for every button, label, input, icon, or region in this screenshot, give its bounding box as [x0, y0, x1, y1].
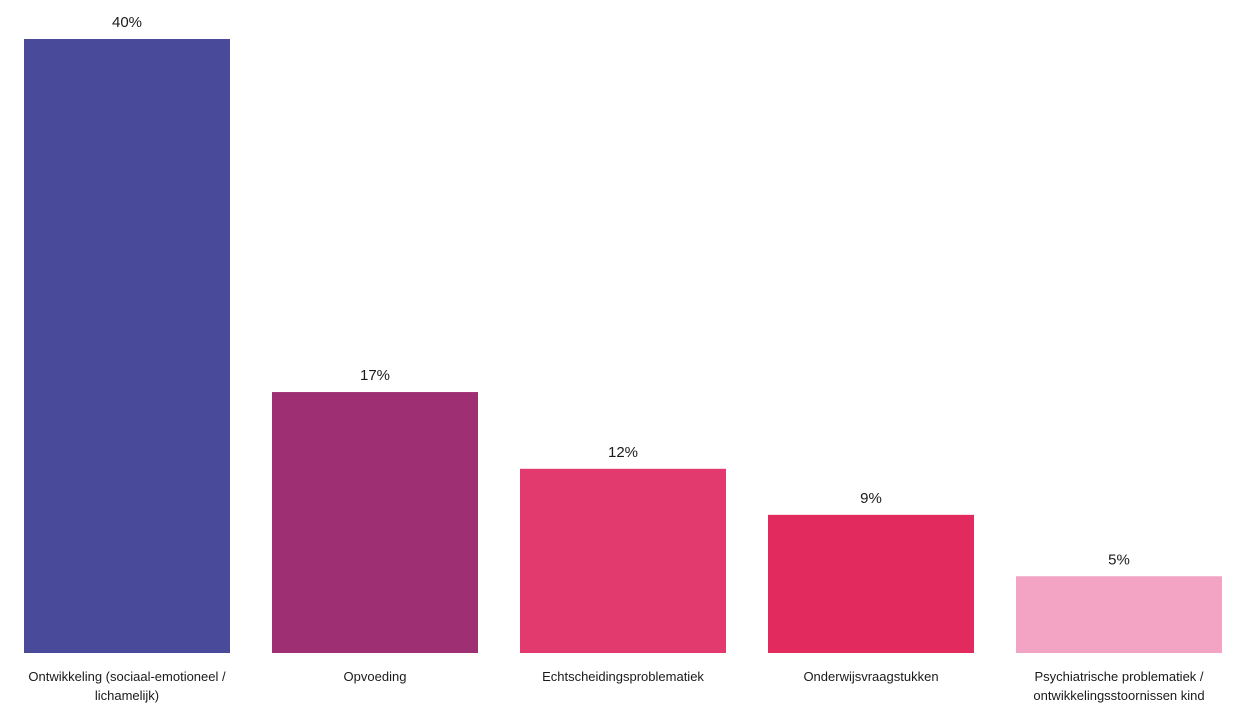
value-label-4: 9%: [860, 490, 882, 507]
bars-group: [24, 39, 1222, 653]
category-label-line: Opvoeding: [344, 669, 407, 684]
category-label-line: Ontwikkeling (sociaal-emotioneel /: [28, 669, 226, 684]
bar-5: [1016, 576, 1222, 653]
category-label-4: Onderwijsvraagstukken: [803, 669, 938, 684]
value-label-2: 17%: [360, 367, 390, 384]
category-label-2: Opvoeding: [344, 669, 407, 684]
category-label-line: Echtscheidingsproblematiek: [542, 669, 704, 684]
value-label-1: 40%: [112, 14, 142, 31]
bar-3: [520, 469, 726, 653]
value-label-5: 5%: [1108, 551, 1130, 568]
bar-2: [272, 392, 478, 653]
value-label-3: 12%: [608, 444, 638, 461]
category-label-5: Psychiatrische problematiek / ontwikkelin…: [1033, 669, 1204, 703]
category-labels-group: Ontwikkeling (sociaal-emotioneel / licham…: [28, 669, 1204, 703]
category-label-line: lichamelijk): [95, 688, 159, 703]
category-label-line: Onderwijsvraagstukken: [803, 669, 938, 684]
bar-4: [768, 515, 974, 653]
category-label-line: ontwikkelingsstoornissen kind: [1033, 688, 1204, 703]
bar-1: [24, 39, 230, 653]
category-label-line: Psychiatrische problematiek /: [1034, 669, 1203, 684]
category-label-3: Echtscheidingsproblematiek: [542, 669, 704, 684]
category-label-1: Ontwikkeling (sociaal-emotioneel / licham…: [28, 669, 226, 703]
